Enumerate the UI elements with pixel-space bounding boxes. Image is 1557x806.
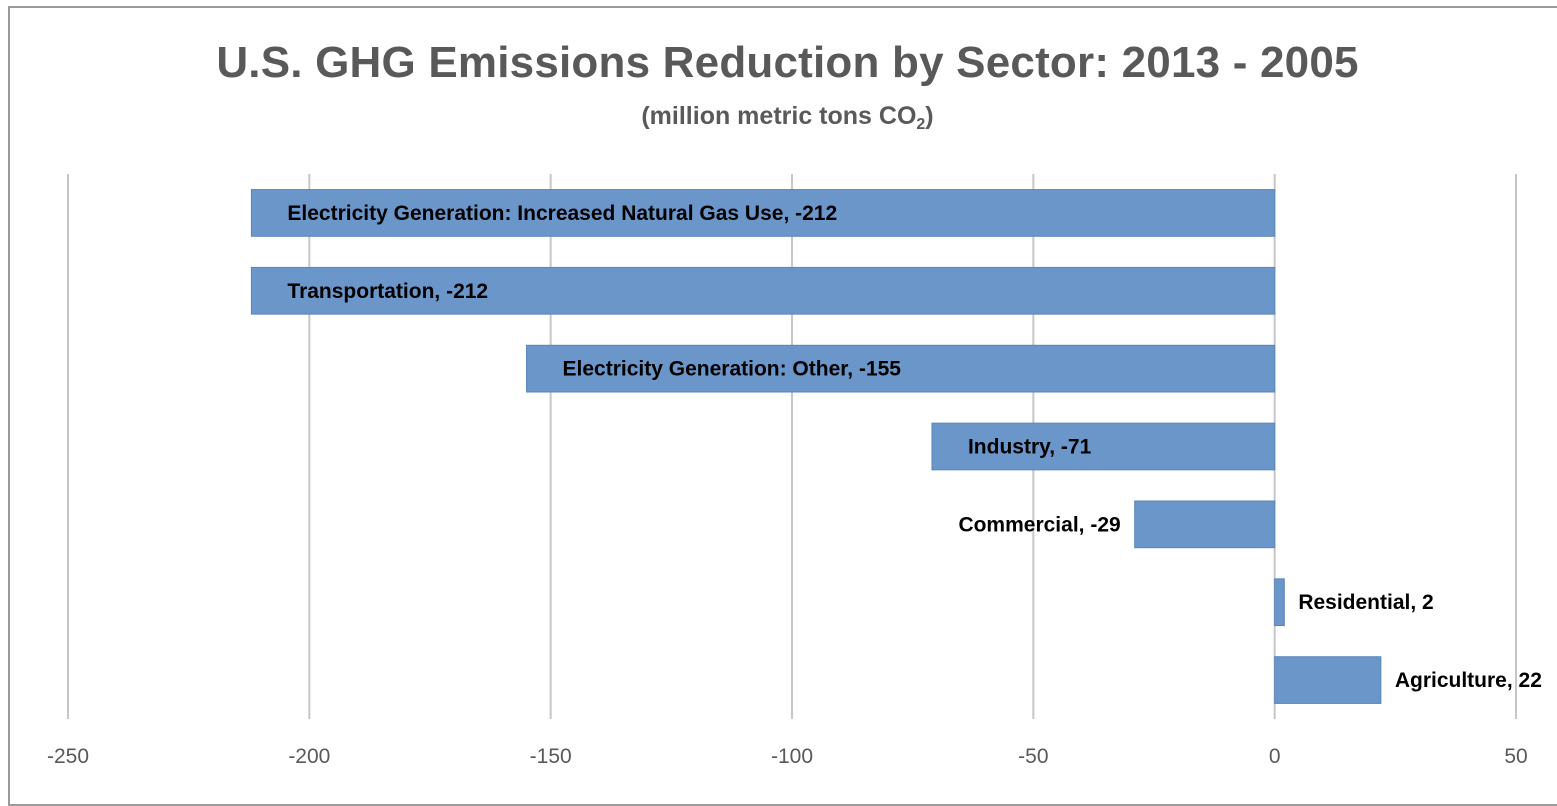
gridlines: [67, 174, 1517, 719]
bar-1: [250, 266, 1276, 315]
subtitle-end: ): [925, 102, 934, 130]
plot-area: Electricity Generation: Increased Natura…: [47, 174, 1542, 768]
bar-5: [1274, 578, 1285, 627]
x-tick-label: -200: [288, 745, 330, 768]
bar-2: [526, 344, 1276, 393]
bar-6: [1274, 656, 1382, 704]
data-label-1: Transportation, -212: [287, 280, 488, 303]
x-tick-label: 0: [1269, 745, 1281, 768]
bar-4: [1134, 500, 1276, 549]
x-tick-label: -50: [1018, 745, 1048, 768]
data-labels: Electricity Generation: Increased Natura…: [287, 202, 1541, 692]
x-tick-label: -150: [530, 745, 572, 768]
x-axis: -250 -200 -150 -100 -50 0 50: [47, 745, 1528, 768]
bars: [250, 189, 1382, 704]
bar-3: [931, 422, 1276, 471]
data-label-6: Agriculture, 22: [1395, 669, 1542, 692]
x-tick-label: -100: [771, 745, 813, 768]
subtitle-main: (million metric tons CO: [641, 102, 917, 130]
bar-0: [250, 189, 1276, 237]
x-tick-label: -250: [47, 745, 89, 768]
subtitle-subscript: 2: [916, 116, 926, 133]
data-label-0: Electricity Generation: Increased Natura…: [287, 202, 837, 225]
data-label-3: Industry, -71: [968, 436, 1092, 459]
data-label-4: Commercial, -29: [958, 513, 1120, 536]
data-label-2: Electricity Generation: Other, -155: [563, 358, 902, 381]
chart-subtitle: (million metric tons CO2): [0, 102, 1557, 134]
chart-title: U.S. GHG Emissions Reduction by Sector: …: [216, 38, 1359, 87]
x-tick-label: 50: [1504, 745, 1527, 768]
data-label-5: Residential, 2: [1298, 591, 1433, 614]
